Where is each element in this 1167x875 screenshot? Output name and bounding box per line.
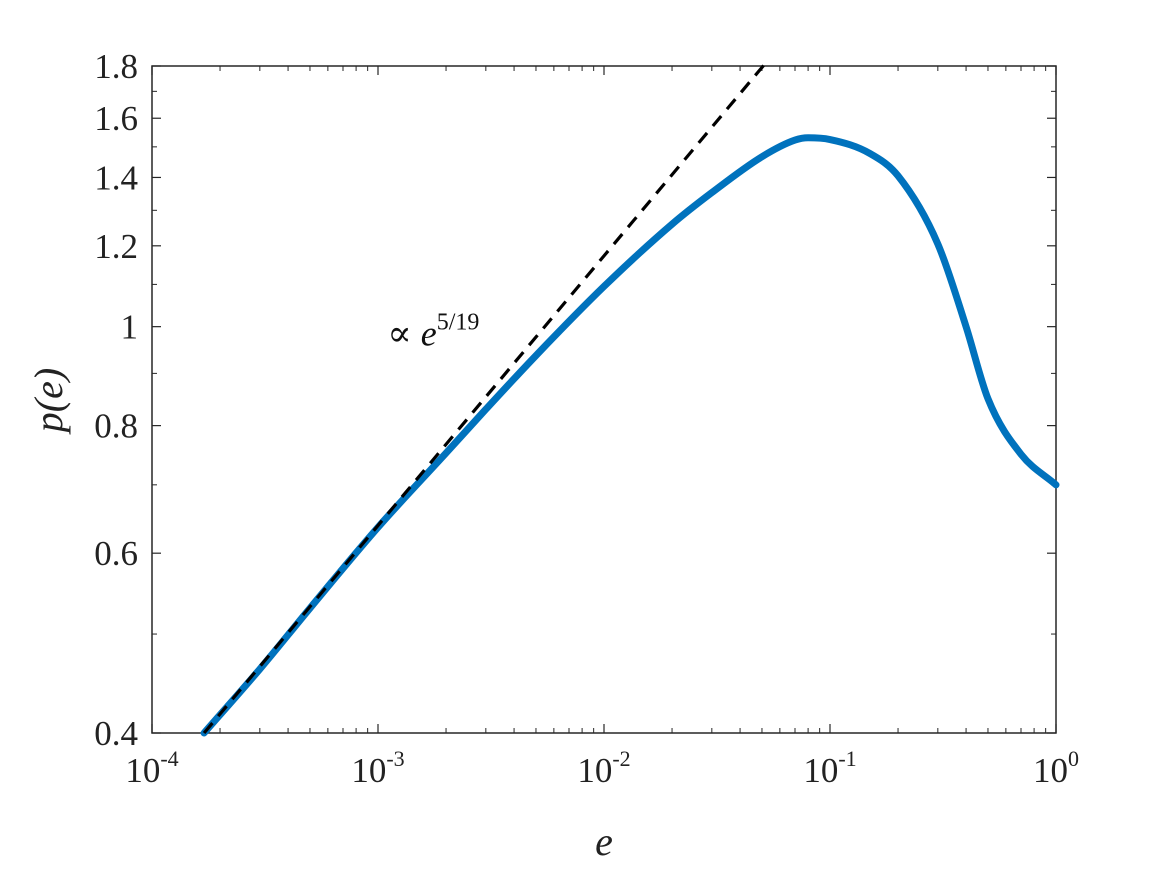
x-axis-label: e — [595, 819, 613, 864]
x-tick-label: 10-2 — [577, 746, 630, 790]
y-tick-labels: 0.4 0.6 0.8 1 1.2 1.4 1.6 1.8 — [94, 47, 138, 753]
y-tick-label: 1.8 — [94, 47, 138, 86]
annotation-power-law: ∝ e5/19 — [387, 309, 479, 353]
y-tick-label: 1.2 — [94, 227, 138, 266]
power-law-fit-line — [202, 61, 768, 735]
y-tick-label: 0.6 — [94, 534, 138, 573]
major-ticks — [151, 65, 1057, 734]
x-tick-labels: 10-4 10-3 10-2 10-1 100 — [125, 746, 1079, 790]
y-tick-label: 1 — [121, 308, 139, 347]
y-tick-label: 1.4 — [94, 158, 138, 197]
x-tick-label: 100 — [1033, 746, 1079, 790]
series-layer — [200, 61, 1060, 737]
y-tick-label: 0.4 — [94, 714, 138, 753]
y-tick-label: 1.6 — [94, 99, 138, 138]
x-tick-label: 10-4 — [125, 746, 178, 790]
minor-ticks — [152, 66, 1056, 733]
y-axis-label: p(e) — [26, 368, 71, 435]
y-tick-label: 0.8 — [94, 407, 138, 446]
x-tick-label: 10-1 — [803, 746, 856, 790]
x-tick-label: 10-3 — [351, 746, 404, 790]
